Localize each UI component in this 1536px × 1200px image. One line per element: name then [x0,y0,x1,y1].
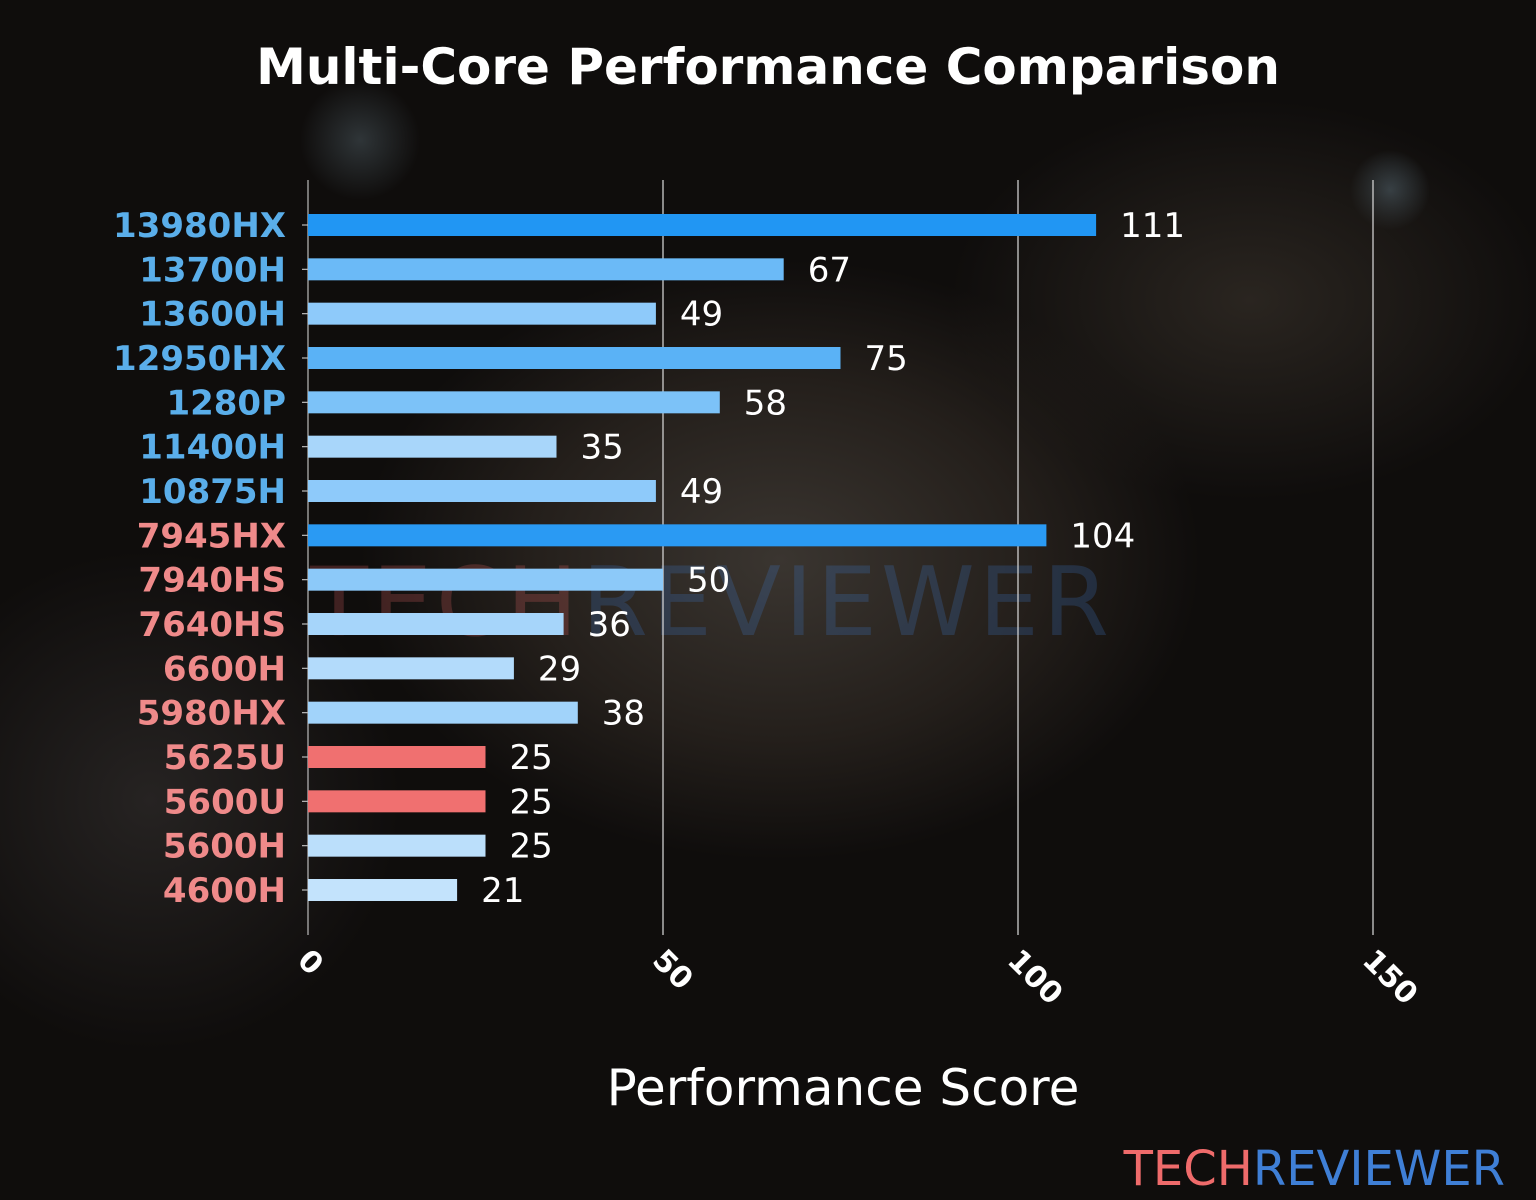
x-axis-label: Performance Score [607,1059,1080,1117]
data-label: 36 [588,605,631,645]
data-label: 21 [481,871,524,911]
data-label: 111 [1120,206,1185,246]
y-tick-label: 5600U [164,782,286,822]
x-tick-label: 0 [290,943,330,983]
data-label: 104 [1070,516,1135,556]
bar [308,480,656,502]
y-tick-label: 5600H [163,827,286,867]
x-tick-label: 50 [645,943,699,997]
data-label: 49 [680,295,723,335]
y-tick-label: 7940HS [138,561,286,601]
bar [308,834,486,857]
bar [308,657,514,680]
watermark-center: TECHREVIEWER [309,548,1113,658]
data-label: 25 [510,738,553,778]
data-label: 50 [687,561,730,601]
bar [308,701,578,724]
data-label: 25 [510,827,553,867]
x-tick-label: 100 [1000,943,1069,1012]
y-tick-label: 10875H [139,472,286,512]
y-tick-label: 1280P [166,383,286,423]
data-label: 38 [602,694,645,734]
y-tick-label: 4600H [163,871,286,911]
bar [308,613,564,635]
bar [308,347,841,369]
logo-reviewer: REVIEWER [1253,1141,1505,1197]
bar [308,746,486,768]
data-label: 75 [865,339,908,379]
bar [308,879,458,901]
data-label: 25 [510,782,553,822]
bar [308,302,656,325]
y-tick-label: 7945HX [137,516,286,556]
data-label: 29 [538,649,581,689]
logo-tech: TECH [1123,1141,1253,1197]
y-tick-label: 7640HS [138,605,286,645]
y-tick-label: 6600H [163,649,286,689]
y-tick-label: 13600H [139,295,286,335]
data-label: 67 [808,250,851,290]
y-tick-label: 5625U [164,738,286,778]
data-label: 58 [744,383,787,423]
y-tick-label: 12950HX [113,339,286,379]
watermark-reviewer: REVIEWER [582,548,1113,658]
bar [308,435,557,458]
y-tick-label: 5980HX [137,694,286,734]
bar [308,258,784,281]
y-tick-label: 13700H [139,250,286,290]
y-tick-label: 13980HX [113,206,286,246]
y-tick-label: 11400H [139,428,286,468]
x-tick-label: 150 [1355,943,1424,1012]
watermark-tech: TECH [309,548,582,658]
bar [308,568,663,591]
bar [308,391,720,414]
data-label: 49 [680,472,723,512]
bar [308,214,1097,236]
svg-text:TECHREVIEWER: TECHREVIEWER [309,548,1113,658]
bar [308,790,486,813]
logo: TECHREVIEWER [1123,1141,1505,1197]
data-label: 35 [581,428,624,468]
chart-title: Multi-Core Performance Comparison [256,38,1280,96]
bar [308,524,1047,547]
